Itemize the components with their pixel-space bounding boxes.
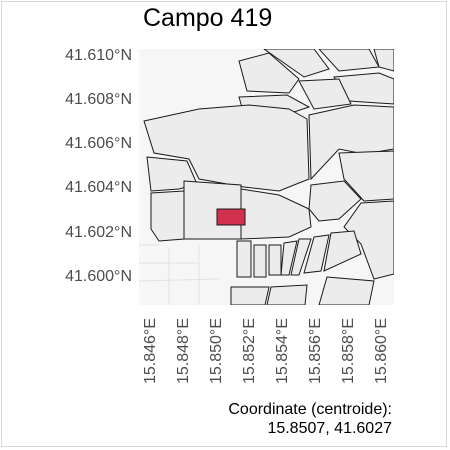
parcel [338,150,394,202]
x-tick-label: 15.856°E [307,318,324,385]
x-tick-label: 15.860°E [373,318,390,385]
parcel [253,244,267,278]
centroid-label: Coordinate (centroide): [228,401,392,418]
x-tick-label: 15.846°E [142,318,159,385]
y-tick-label: 41.606°N [65,135,132,152]
parcel [240,188,312,240]
parcel [323,230,362,272]
parcel-map [139,49,394,305]
parcel [290,238,312,276]
parcel [236,240,252,278]
y-tick-label: 41.608°N [65,91,132,108]
y-tick-label: 41.604°N [65,179,132,196]
x-tick-label: 15.852°E [241,318,258,385]
parcel [343,200,394,280]
parcel [373,49,394,72]
parcel [266,284,308,305]
y-tick-label: 41.610°N [65,47,132,64]
centroid-value: 15.8507, 41.6027 [267,420,392,437]
x-tick-label: 15.858°E [340,318,357,385]
parcel [303,234,330,274]
x-tick-label: 15.850°E [208,318,225,385]
parcel [238,52,300,94]
y-tick-label: 41.600°N [65,268,132,285]
x-tick-label: 15.854°E [274,318,291,385]
map-title: Campo 419 [143,4,273,32]
parcel-group [143,49,394,305]
y-tick-label: 41.602°N [65,224,132,241]
highlighted-parcel [216,208,246,226]
street-lines [139,244,220,305]
parcel [143,104,310,192]
x-tick-label: 15.848°E [175,318,192,385]
parcel [298,78,352,110]
parcel [280,240,298,276]
parcel [263,49,330,78]
parcel [230,286,270,305]
parcel [318,276,375,305]
parcel [150,190,185,242]
street [139,278,220,282]
parcel [268,244,282,276]
centroid-coordinates: Coordinate (centroide): 15.8507, 41.6027 [228,400,392,438]
